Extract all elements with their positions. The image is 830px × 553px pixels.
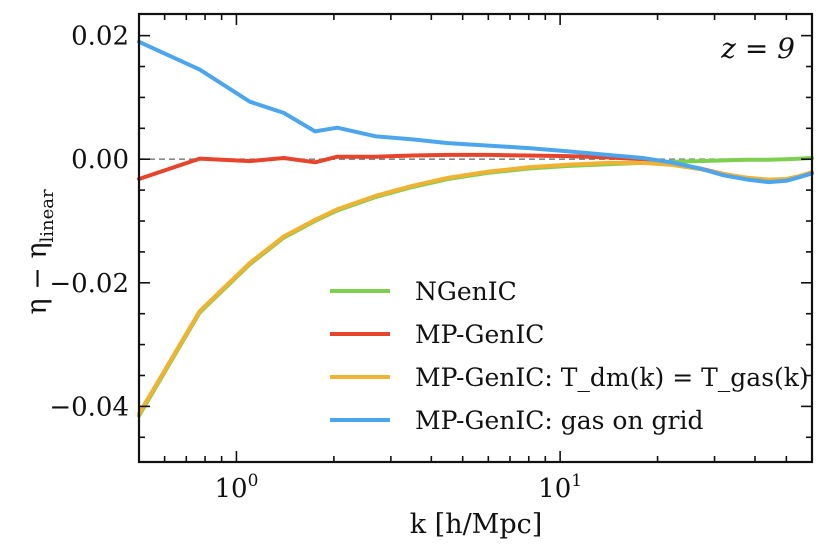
plot-area: [137, 39, 814, 418]
y-tick-label: −0.02: [49, 269, 129, 299]
x-tick-label: 100: [214, 471, 258, 504]
axis-ticks: [138, 14, 813, 462]
x-tick-label: 101: [538, 471, 582, 504]
series-line-4: [137, 39, 814, 185]
legend-label-4: MP-GenIC: gas on grid: [415, 406, 703, 435]
legend-label-3: MP-GenIC: T_dm(k) = T_gas(k): [415, 363, 809, 392]
y-tick-label: −0.04: [49, 392, 129, 422]
y-tick-label: 0.00: [71, 145, 129, 175]
series-line-3: [137, 160, 814, 416]
y-axis-label: η − ηlinear: [22, 189, 58, 315]
tick-labels: 100 101 0.02 0.00 −0.02 −0.04: [49, 22, 582, 504]
redshift-annotation: z = 9: [720, 32, 795, 65]
x-axis-label: k [h/Mpc]: [410, 509, 543, 540]
y-tick-label: 0.02: [71, 22, 129, 52]
legend: NGenIC MP-GenIC MP-GenIC: T_dm(k) = T_gas(…: [330, 277, 809, 435]
legend-label-2: MP-GenIC: [415, 320, 544, 349]
legend-label-1: NGenIC: [415, 277, 517, 306]
plot-frame: [137, 12, 814, 464]
